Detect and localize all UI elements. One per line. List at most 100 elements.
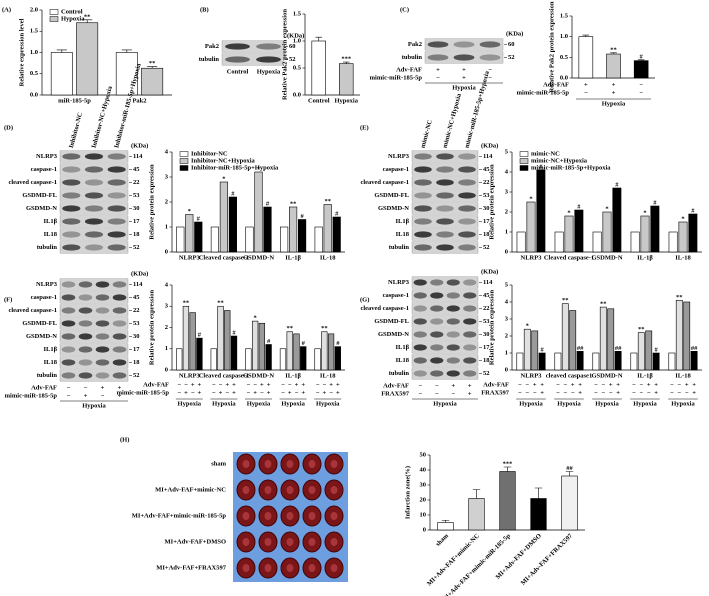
treatment-sign: + [191, 381, 195, 388]
group-label: Hypoxia [633, 400, 657, 407]
blot-row-label: tubulin [402, 54, 423, 61]
y-tick-label: 0.5 [30, 70, 39, 77]
significance: ## [691, 345, 698, 352]
significance: ** [324, 198, 331, 205]
blot-row-label: GSDMD-N [378, 331, 409, 338]
heart-lumen [264, 538, 272, 546]
kda-label: 30 [133, 333, 140, 340]
heart-lumen [330, 512, 338, 520]
y-tick-label: 20 [420, 496, 427, 503]
blot-band [436, 153, 454, 160]
blot-row-label: GSDMD-FL [22, 192, 57, 199]
significance: * [257, 165, 260, 172]
blot-band [78, 346, 93, 353]
y-axis-label: Relative Pak2 protein expression [281, 9, 288, 100]
lane-label: Control [227, 68, 249, 75]
treatment-name: FRAX597 [381, 390, 410, 397]
bar [554, 231, 564, 253]
heart-lumen [308, 486, 316, 494]
treatment-sign: − [677, 381, 681, 388]
blot-row-label: tubulin [37, 244, 58, 251]
treatment-sign: − [563, 389, 567, 396]
blot-band [413, 279, 427, 286]
legend-swatch [519, 158, 529, 164]
blot-row-label: NLRP3 [36, 281, 58, 288]
blot-band [463, 292, 477, 299]
panel-label: (E) [360, 124, 369, 131]
treatment-sign: − [418, 390, 422, 397]
bar [280, 226, 289, 253]
treatment-sign: + [692, 389, 696, 396]
blot-band [95, 320, 110, 327]
y-axis-label: Relative protein expression [148, 164, 155, 240]
treatment-sign: − [488, 66, 492, 73]
y-tick-label: 3 [505, 315, 509, 322]
x-tick-label: NLRP3 [521, 372, 543, 379]
panel-label: (C) [400, 6, 409, 13]
treatment-sign: − [670, 389, 674, 396]
x-tick-label: GSDMD-N [591, 254, 622, 261]
y-tick-label: 0.0 [560, 74, 568, 81]
blot-band [414, 153, 432, 160]
heart-lumen [242, 538, 250, 546]
treatment-sign: − [639, 389, 643, 396]
blot-row-label: NLRP3 [36, 153, 58, 160]
kda-label: 22 [133, 179, 140, 186]
bar [321, 331, 328, 371]
treatment-sign: − [525, 389, 529, 396]
significance: # [615, 181, 619, 188]
treatment-name: mimic-miR-185-5p [117, 389, 170, 396]
blot-band [78, 372, 93, 379]
blot-row-label: IL1β [395, 344, 409, 351]
blot-band [430, 279, 444, 286]
treatment-name: Adv-FAF [543, 81, 569, 88]
blot-band [413, 292, 427, 299]
treatment-sign: − [436, 74, 440, 81]
bar [576, 350, 584, 371]
bar [196, 337, 203, 371]
blot-row-label: NLRP3 [388, 153, 410, 160]
blot-band [107, 205, 126, 212]
bar [293, 333, 300, 371]
heart-lumen [286, 564, 294, 572]
blot-row-label: cleaved caspase-1 [8, 179, 57, 186]
bar [265, 344, 272, 371]
blot-band [446, 370, 460, 377]
significance: * [222, 175, 225, 182]
bar [690, 350, 698, 371]
kda-label: 18 [483, 231, 490, 238]
bar [607, 308, 615, 371]
blot-band [446, 279, 460, 286]
bar [536, 169, 546, 253]
treatment-sign: − [556, 389, 560, 396]
blot-band [463, 318, 477, 325]
blot-band [427, 41, 449, 48]
bar [530, 498, 547, 531]
heart-lumen [242, 460, 250, 468]
bar [554, 352, 562, 371]
significance: * [643, 209, 646, 216]
treatment-sign: − [418, 382, 422, 389]
heart-lumen [330, 564, 338, 572]
significance: # [267, 338, 271, 345]
kda-label: 18 [483, 357, 490, 364]
x-tick-label: cleaved caspase1 [546, 372, 592, 379]
y-tick-label: 0.0 [30, 91, 38, 98]
treatment-sign: + [232, 381, 236, 388]
treatment-sign: + [616, 389, 620, 396]
y-tick-label: 1.5 [560, 12, 569, 19]
x-tick-label: IL-1β [637, 254, 653, 261]
treatment-sign: − [253, 381, 257, 388]
blot-strip [411, 367, 479, 380]
bar [194, 221, 203, 253]
bar [228, 196, 237, 253]
kda-label: 22 [133, 307, 140, 314]
error-bar [147, 66, 158, 69]
blot-row-label: caspase-1 [31, 294, 57, 301]
y-tick-label: 1.5 [30, 28, 39, 35]
treatment-sign: − [685, 389, 689, 396]
group-label: Hypoxia [212, 400, 236, 407]
blot-band [453, 41, 475, 48]
significance: ** [84, 13, 91, 20]
y-tick-label: 2 [505, 332, 508, 339]
